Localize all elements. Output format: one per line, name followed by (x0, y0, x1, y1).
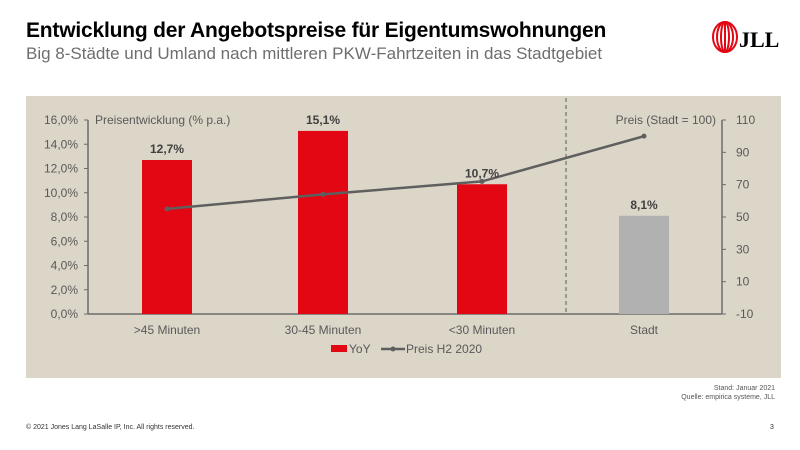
right-axis-tick-label: 30 (736, 242, 750, 256)
footer-copyright: © 2021 Jones Lang LaSalle IP, Inc. All r… (26, 424, 195, 431)
price-line (164, 133, 647, 212)
price-line-path (166, 134, 645, 211)
left-axis-tick-label: 12,0% (44, 162, 78, 176)
right-axis-tick-label: 70 (736, 178, 750, 192)
right-axis-tick-label: 110 (736, 113, 755, 127)
labels: 12,7% 15,1% 10,7% 8,1% >45 Minuten 30-45 Minu… (134, 113, 659, 337)
source-reference: Quelle: empirica systeme, JLL (681, 394, 775, 401)
bar-data-label: 12,7% (150, 142, 184, 156)
logo-text: JLL (739, 27, 779, 52)
x-axis-tick-label: >45 Minuten (134, 323, 200, 337)
right-axis-tick-label: 50 (736, 210, 750, 224)
price-line-point (479, 178, 485, 184)
jll-logo: JLL (711, 20, 781, 54)
right-axis-tick-label: -10 (736, 307, 754, 321)
price-line-point (641, 133, 647, 139)
legend-line-marker (390, 346, 396, 352)
page-subtitle: Big 8-Städte und Umland nach mittleren P… (26, 44, 603, 63)
price-line-point (320, 191, 326, 197)
left-axis-tick-label: 2,0% (51, 283, 79, 297)
left-axis-tick-label: 8,0% (51, 210, 79, 224)
x-axis-tick-label: 30-45 Minuten (285, 323, 362, 337)
left-axis: 0,0% 2,0% 4,0% 6,0% 8,0% 10,0% 12,0% 14,0% 16,0%… (44, 113, 722, 321)
legend-yoy-swatch (331, 345, 347, 352)
x-axis-tick-label: Stadt (630, 323, 659, 337)
price-line-point (164, 206, 170, 212)
legend: YoY Preis H2 2020 (331, 342, 482, 356)
bar-0 (142, 160, 192, 314)
right-axis-tick-label: 10 (736, 275, 750, 289)
bar-data-label: 8,1% (630, 198, 658, 212)
bar-data-label: 10,7% (465, 166, 499, 180)
source-note: Stand: Januar 2021 Quelle: empirica syst… (681, 384, 775, 402)
source-date: Stand: Januar 2021 (713, 385, 775, 392)
page-title: Entwicklung der Angebotspreise für Eigen… (26, 19, 607, 42)
chart: 0,0% 2,0% 4,0% 6,0% 8,0% 10,0% 12,0% 14,0% 16,0%… (44, 98, 755, 356)
bar-2 (457, 184, 507, 314)
left-axis-tick-label: 16,0% (44, 113, 78, 127)
left-axis-tick-label: 4,0% (51, 259, 79, 273)
bar-data-label: 15,1% (306, 113, 340, 127)
jll-logo-icon: JLL (712, 21, 779, 53)
left-axis-tick-label: 14,0% (44, 137, 78, 151)
chart-panel: 0,0% 2,0% 4,0% 6,0% 8,0% 10,0% 12,0% 14,0% 16,0%… (26, 96, 781, 378)
legend-price-label: Preis H2 2020 (406, 342, 482, 356)
left-axis-tick-label: 0,0% (51, 307, 79, 321)
bar-1 (298, 130, 348, 314)
right-axis: -10 10 30 50 70 90 110 Preis (Stadt = 100) (565, 98, 755, 321)
bars (142, 130, 669, 314)
page-number: 3 (770, 424, 774, 431)
left-axis-tick-label: 10,0% (44, 186, 78, 200)
right-axis-title: Preis (Stadt = 100) (616, 113, 716, 127)
bar-3 (619, 215, 669, 314)
left-axis-tick-label: 6,0% (51, 234, 79, 248)
right-axis-tick-label: 90 (736, 145, 750, 159)
x-axis-tick-label: <30 Minuten (449, 323, 515, 337)
left-axis-title: Preisentwicklung (% p.a.) (95, 113, 230, 127)
legend-yoy-label: YoY (349, 342, 371, 356)
